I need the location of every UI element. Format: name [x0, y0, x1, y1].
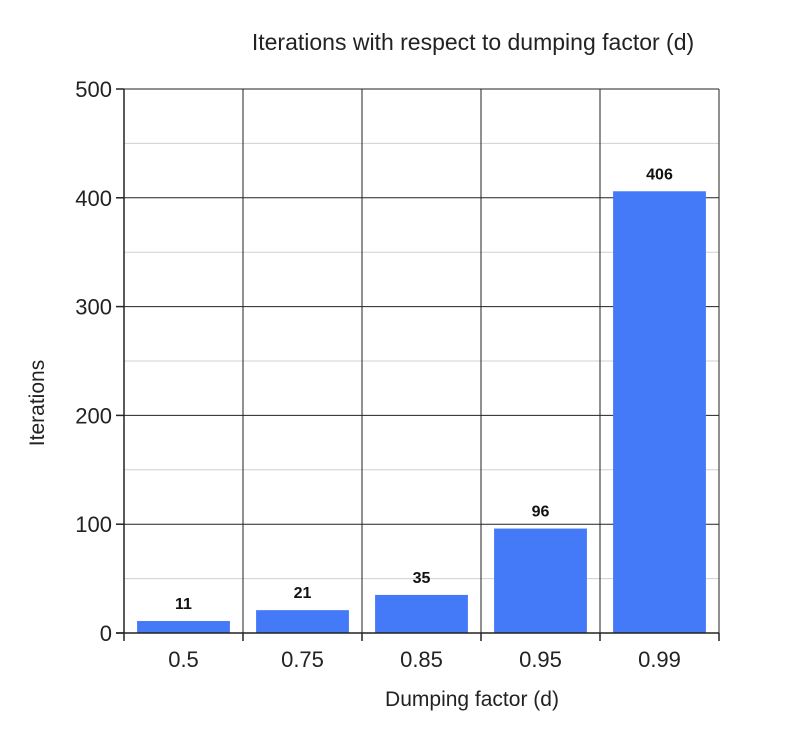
bar	[375, 594, 468, 633]
bar	[137, 621, 230, 633]
axes: 0 100 200 300 400 500 0.5 0.75 0.85 0.95 0.99	[75, 77, 720, 672]
bar	[494, 528, 587, 633]
data-label: 35	[413, 570, 431, 587]
data-label: 406	[646, 166, 673, 183]
data-labels: 11 21 35 96 406	[175, 166, 673, 613]
chart-title: Iterations with respect to dumping facto…	[252, 29, 694, 55]
y-tick-label: 100	[75, 512, 112, 537]
data-label: 11	[175, 596, 192, 613]
x-tick-label: 0.99	[638, 647, 681, 672]
y-tick-label: 400	[75, 186, 112, 211]
bar	[256, 610, 349, 633]
x-tick-label: 0.75	[281, 647, 324, 672]
x-tick-label: 0.5	[168, 647, 199, 672]
y-tick-label: 0	[100, 621, 112, 646]
data-label: 96	[532, 504, 550, 521]
y-tick-label: 500	[75, 77, 112, 102]
bars	[137, 191, 706, 633]
y-tick-label: 200	[75, 403, 112, 428]
bar	[613, 191, 706, 633]
y-axis-label: Iterations	[26, 360, 49, 446]
x-tick-label: 0.85	[400, 647, 443, 672]
x-tick-label: 0.95	[519, 647, 562, 672]
data-label: 21	[294, 585, 312, 602]
x-axis-label: Dumping factor (d)	[385, 688, 559, 711]
y-tick-label: 300	[75, 295, 112, 320]
